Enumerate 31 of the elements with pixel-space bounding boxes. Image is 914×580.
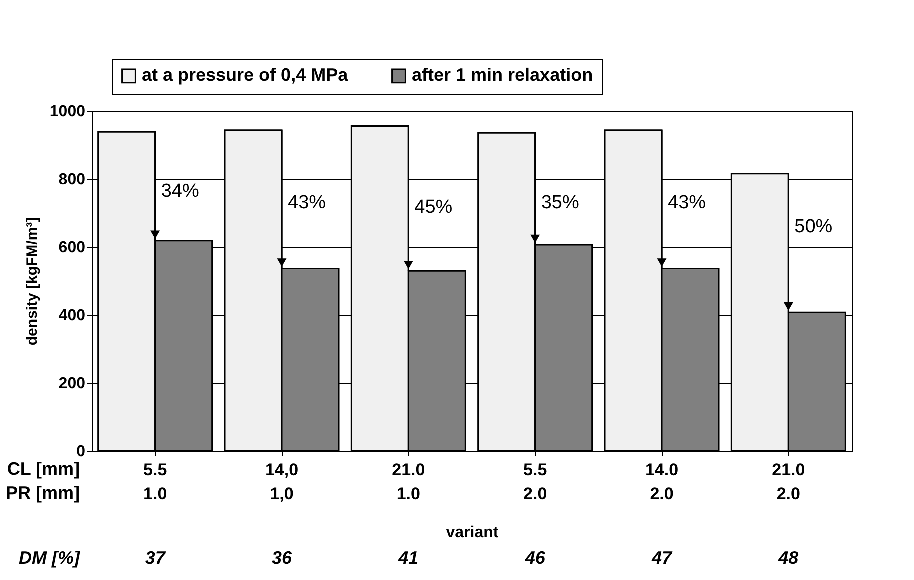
text: DM [%] <box>19 548 81 568</box>
x-tick-label: 21.0 1.0 <box>392 460 426 504</box>
text: 47 <box>650 548 673 568</box>
annotation: 34% <box>161 181 200 202</box>
x-tick-label: 14.0 2.0 <box>645 460 679 504</box>
annotation: 43% <box>288 192 326 214</box>
text: 46 <box>524 548 546 568</box>
text: 36 <box>272 548 293 568</box>
annotation: 35% <box>541 192 580 214</box>
annotation: 45% <box>414 197 453 218</box>
y-tick-label: 600 <box>58 240 86 256</box>
x-tick-label: 5.5 2.0 <box>524 460 548 504</box>
x-tick-label: 5.5 1.0 <box>144 460 168 504</box>
x-axis-title: variant <box>446 524 500 542</box>
text: 41 <box>398 548 419 568</box>
text: PR [mm] <box>6 483 80 503</box>
text: 48 <box>778 548 799 568</box>
text: CL [mm] <box>7 459 80 479</box>
y-tick-label: 800 <box>58 172 86 188</box>
legend-label: after 1 min relaxation <box>412 65 594 86</box>
legend-label: at a pressure of 0,4 MPa <box>142 65 350 86</box>
text: 37 <box>145 548 166 568</box>
y-tick-label: 400 <box>58 308 86 324</box>
y-tick-label: 0 <box>76 444 86 460</box>
annotation: 50% <box>794 216 833 238</box>
y-tick-label: 1000 <box>50 104 86 120</box>
x-tick-label: 21.0 2.0 <box>772 460 806 504</box>
y-tick-label: 200 <box>58 376 86 392</box>
y-axis-title: density [kgFM/m³] <box>24 217 41 346</box>
annotation: 43% <box>668 192 706 214</box>
x-tick-label: 14,0 1,0 <box>265 460 299 504</box>
